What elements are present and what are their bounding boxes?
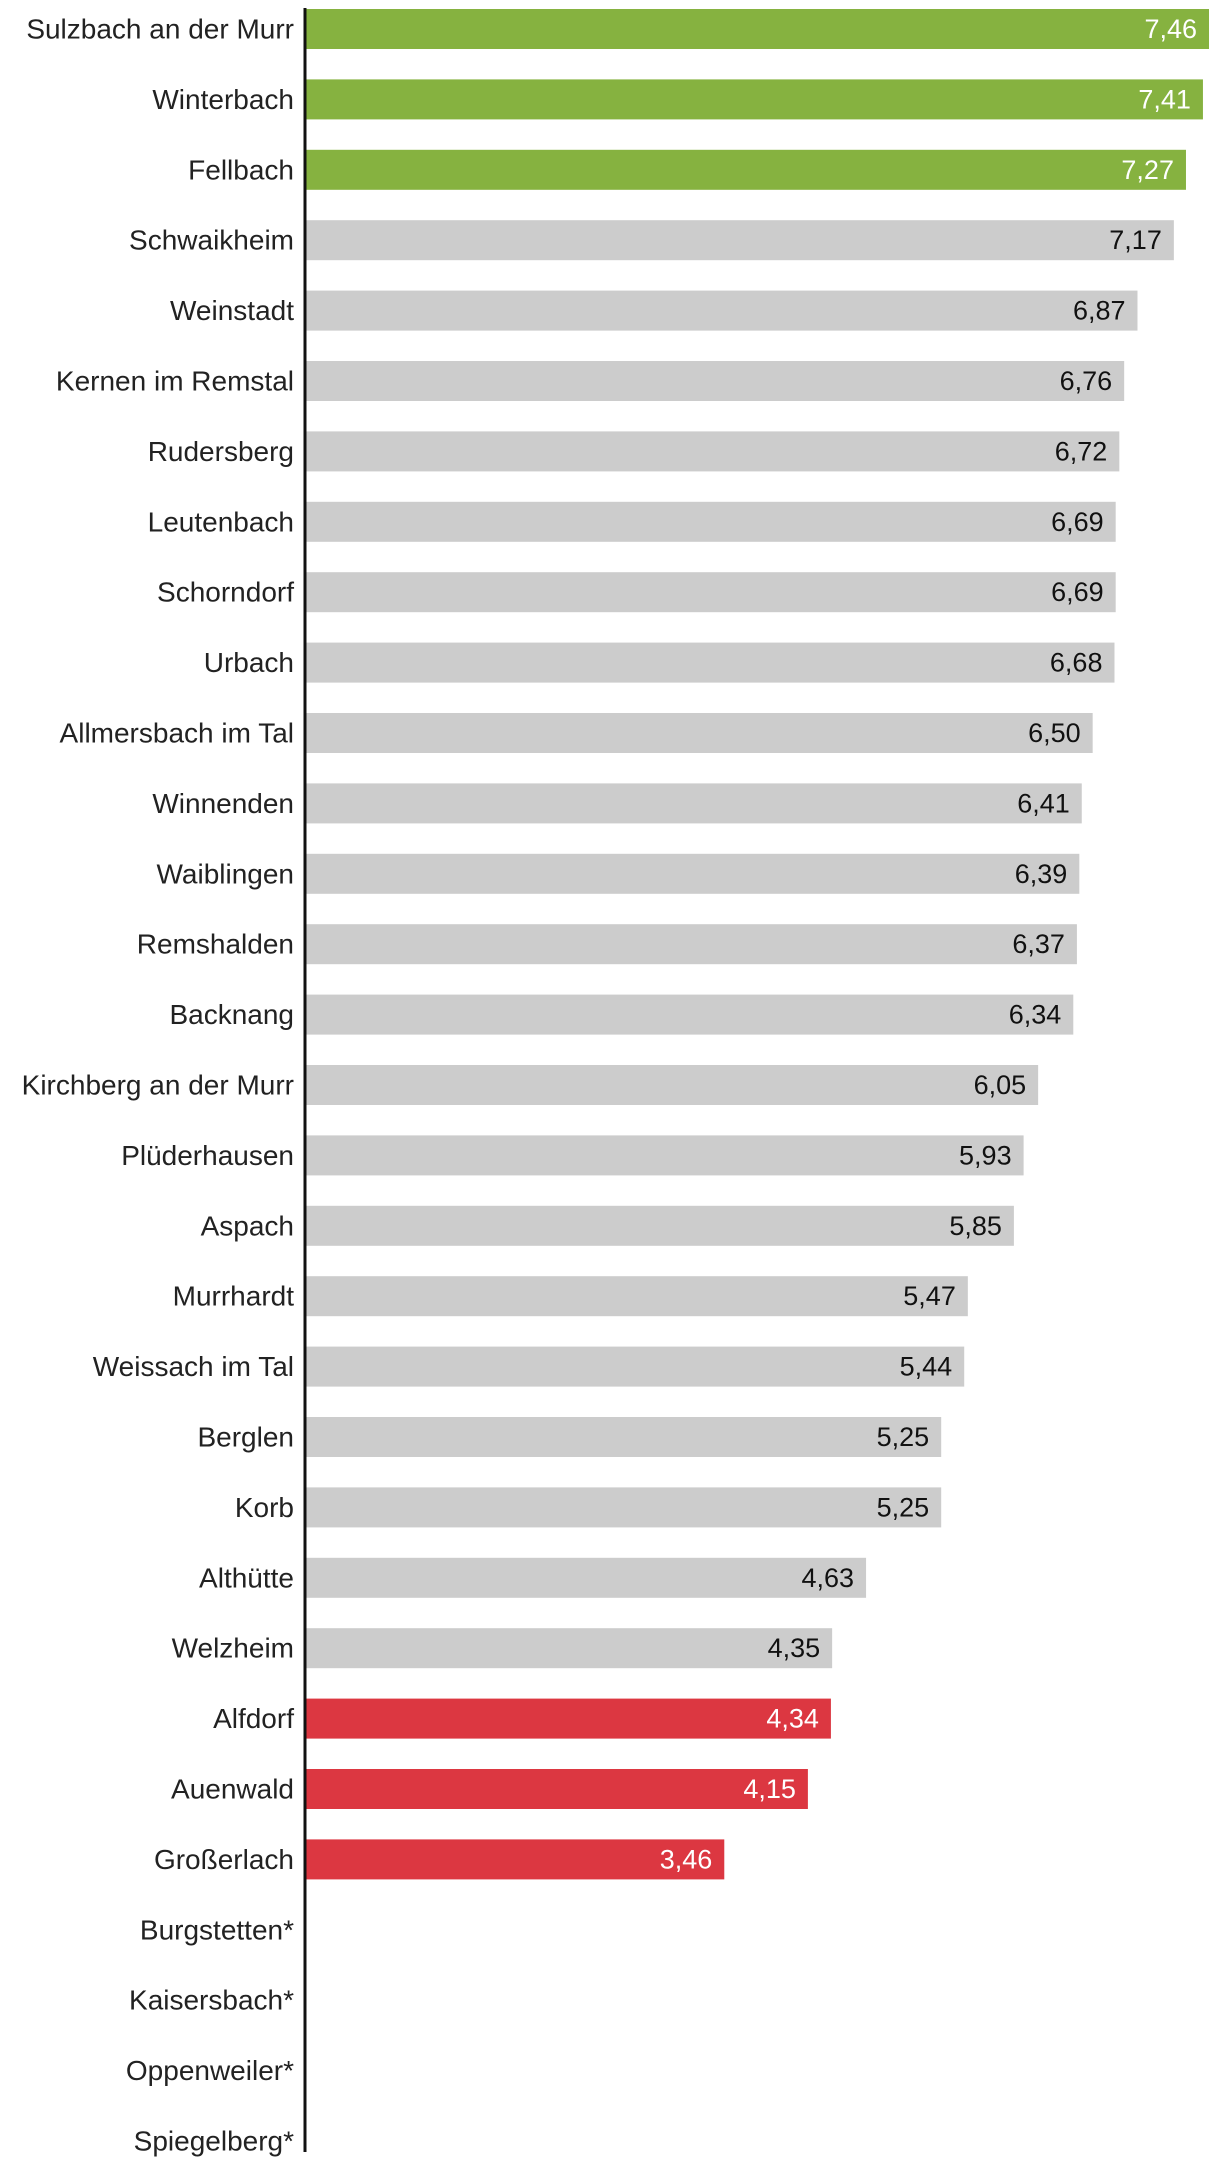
value-label-backnang: 6,34 (1009, 1000, 1062, 1030)
bar-weissach-im-tal (305, 1346, 965, 1387)
bar-kernen-im-remstal (305, 361, 1125, 401)
value-label-sulzbach-an-der-murr: 7,46 (1144, 14, 1197, 44)
bar-alfdorf (305, 1698, 831, 1739)
category-label-pluederhausen: Plüderhausen (121, 1140, 294, 1171)
bar-rudersberg (305, 431, 1120, 472)
category-labels-group: Sulzbach an der Murr Winterbach Fellbach Sc… (22, 14, 295, 2157)
category-label-weinstadt: Weinstadt (170, 295, 294, 326)
category-label-fellbach: Fellbach (188, 154, 294, 185)
value-label-kernen-im-remstal: 6,76 (1060, 366, 1113, 396)
category-label-urbach: Urbach (204, 647, 294, 678)
value-label-urbach: 6,68 (1050, 648, 1103, 678)
bar-murrhardt (305, 1276, 968, 1317)
bar-winterbach (305, 79, 1203, 120)
bar-sulzbach-an-der-murr (305, 9, 1209, 49)
category-label-schwaikheim: Schwaikheim (129, 225, 294, 256)
category-label-kernen-im-remstal: Kernen im Remstal (56, 366, 294, 397)
bar-korb (305, 1487, 942, 1528)
bar-pluederhausen (305, 1135, 1024, 1176)
bar-waiblingen (305, 853, 1080, 894)
category-label-remshalden: Remshalden (137, 929, 294, 960)
value-label-schwaikheim: 7,17 (1109, 225, 1162, 255)
value-label-pluederhausen: 5,93 (959, 1140, 1012, 1170)
value-label-schorndorf: 6,69 (1051, 577, 1104, 607)
category-label-auenwald: Auenwald (171, 1774, 294, 1805)
bar-leutenbach (305, 501, 1116, 542)
value-label-weinstadt: 6,87 (1073, 296, 1126, 326)
value-label-korb: 5,25 (877, 1492, 930, 1522)
bars-group (305, 9, 1209, 1880)
value-label-allmersbach-im-tal: 6,50 (1028, 718, 1081, 748)
bar-auenwald (305, 1769, 808, 1809)
value-label-fellbach: 7,27 (1121, 155, 1174, 185)
category-label-grosserlach: Großerlach (154, 1844, 294, 1875)
category-label-leutenbach: Leutenbach (148, 506, 294, 537)
bar-urbach (305, 642, 1115, 683)
value-label-remshalden: 6,37 (1012, 929, 1065, 959)
value-label-winterbach: 7,41 (1138, 84, 1191, 114)
bar-weinstadt (305, 290, 1138, 331)
value-label-alfdorf: 4,34 (766, 1704, 819, 1734)
category-label-kaisersbach: Kaisersbach* (129, 1985, 294, 2016)
bar-kirchberg-an-der-murr (305, 1065, 1039, 1105)
bar-schwaikheim (305, 220, 1174, 261)
value-label-berglen: 5,25 (877, 1422, 930, 1452)
category-label-kirchberg-an-der-murr: Kirchberg an der Murr (22, 1070, 294, 1101)
category-label-rudersberg: Rudersberg (148, 436, 294, 467)
value-label-rudersberg: 6,72 (1055, 436, 1108, 466)
value-label-weissach-im-tal: 5,44 (900, 1352, 953, 1382)
category-label-schorndorf: Schorndorf (157, 577, 294, 608)
category-label-berglen: Berglen (197, 1422, 294, 1453)
value-label-winnenden: 6,41 (1017, 788, 1070, 818)
value-label-auenwald: 4,15 (743, 1774, 796, 1804)
value-label-althuette: 4,63 (801, 1563, 854, 1593)
value-label-grosserlach: 3,46 (660, 1844, 713, 1874)
category-label-burgstetten: Burgstetten* (140, 1914, 294, 1945)
value-label-murrhardt: 5,47 (903, 1281, 956, 1311)
value-label-aspach: 5,85 (949, 1211, 1002, 1241)
bar-aspach (305, 1205, 1014, 1246)
value-label-kirchberg-an-der-murr: 6,05 (974, 1070, 1027, 1100)
value-label-welzheim: 4,35 (768, 1633, 821, 1663)
category-label-spiegelberg: Spiegelberg* (134, 2126, 294, 2157)
value-labels-group: 7,46 7,41 7,27 7,17 6,87 6,76 6,72 6,69 6,69 6,68… (660, 14, 1197, 1874)
category-label-murrhardt: Murrhardt (173, 1281, 295, 1312)
bar-winnenden (305, 783, 1082, 824)
category-label-welzheim: Welzheim (172, 1633, 294, 1664)
bar-grosserlach (305, 1839, 725, 1880)
bar-welzheim (305, 1628, 833, 1669)
bar-allmersbach-im-tal (305, 713, 1093, 753)
value-label-leutenbach: 6,69 (1051, 507, 1104, 537)
category-label-oppenweiler: Oppenweiler* (126, 2055, 294, 2086)
bar-fellbach (305, 149, 1186, 190)
category-label-allmersbach-im-tal: Allmersbach im Tal (60, 718, 294, 749)
category-label-korb: Korb (235, 1492, 294, 1523)
value-label-waiblingen: 6,39 (1015, 859, 1068, 889)
category-label-winnenden: Winnenden (152, 788, 294, 819)
category-label-backnang: Backnang (169, 999, 294, 1030)
bar-berglen (305, 1417, 942, 1457)
bar-althuette (305, 1557, 867, 1598)
bar-schorndorf (305, 572, 1116, 613)
bar-backnang (305, 994, 1074, 1035)
category-label-althuette: Althütte (199, 1562, 294, 1593)
category-label-aspach: Aspach (201, 1210, 294, 1241)
category-label-waiblingen: Waiblingen (157, 858, 294, 889)
category-label-weissach-im-tal: Weissach im Tal (93, 1351, 294, 1382)
category-label-alfdorf: Alfdorf (213, 1703, 294, 1734)
category-label-sulzbach-an-der-murr: Sulzbach an der Murr (26, 14, 294, 45)
bar-remshalden (305, 924, 1077, 965)
category-label-winterbach: Winterbach (152, 84, 294, 115)
